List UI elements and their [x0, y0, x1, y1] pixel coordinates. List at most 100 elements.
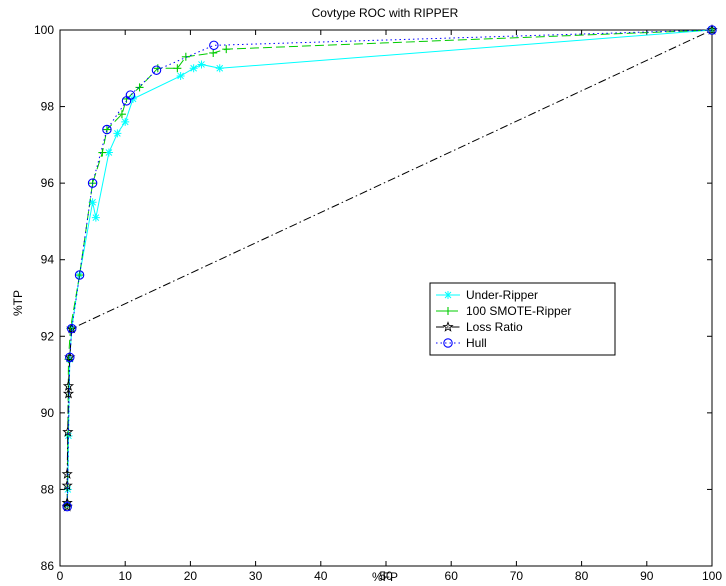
data-point-loss-ratio-shape	[706, 24, 718, 35]
data-point-under-ripper-shape	[91, 213, 100, 222]
data-point-hull-shape	[209, 40, 219, 51]
legend-marker	[443, 338, 453, 348]
data-point-under-ripper	[64, 431, 73, 440]
data-point-loss-ratio	[62, 387, 75, 399]
data-point-hull	[65, 352, 75, 363]
data-point-hull-shape	[66, 323, 77, 334]
data-point-under-ripper-shape	[113, 129, 122, 138]
legend-marker-shape	[442, 321, 454, 332]
data-point-loss-ratio-shape	[62, 387, 75, 399]
series-line-loss-ratio	[66, 29, 713, 507]
data-point-under-ripper	[113, 129, 122, 138]
data-point-loss-ratio-shape	[61, 468, 73, 479]
legend-marker	[444, 291, 452, 299]
data-point-loss-ratio	[61, 468, 73, 479]
data-point-under-ripper-shape	[104, 148, 113, 157]
data-point-hull-shape	[74, 270, 85, 280]
x-tick-label: 80	[575, 569, 589, 583]
y-tick-label: 96	[41, 176, 55, 190]
data-point-100-smote-ripper	[135, 83, 144, 92]
data-point-hull	[707, 25, 717, 35]
data-point-loss-ratio-shape	[62, 380, 75, 391]
data-point-hull-shape	[707, 25, 717, 35]
data-point-under-ripper	[91, 213, 100, 222]
data-point-loss-ratio	[61, 500, 73, 512]
data-point-100-smote-ripper-shape	[102, 125, 111, 134]
data-point-100-smote-ripper	[209, 48, 218, 57]
legend-item-100-smote-ripper: 100 SMOTE-Ripper	[436, 304, 571, 318]
legend-label: Hull	[466, 336, 487, 350]
data-point-hull-shape	[62, 501, 72, 512]
data-point-loss-ratio-shape	[64, 351, 76, 363]
data-point-under-ripper	[215, 64, 224, 73]
legend: Under-Ripper 100 SMOTE-Ripper Loss Ratio Hu…	[429, 282, 616, 356]
x-tick-label: 40	[314, 569, 328, 583]
data-point-loss-ratio-shape	[62, 426, 74, 437]
data-point-under-ripper	[197, 60, 206, 69]
legend-box	[429, 282, 616, 356]
legend-item-hull: Hull	[436, 336, 487, 350]
data-point-hull-shape	[102, 124, 112, 135]
data-point-loss-ratio	[61, 496, 73, 508]
x-tick-label: 100	[702, 569, 722, 583]
data-point-hull	[209, 40, 219, 51]
data-point-under-ripper	[189, 64, 198, 73]
y-tick-label: 100	[34, 23, 54, 37]
x-tick-label: 60	[445, 569, 459, 583]
data-point-loss-ratio	[64, 351, 76, 363]
data-point-100-smote-ripper-shape	[98, 148, 107, 157]
legend-marker-shape	[443, 338, 453, 348]
x-tick-label: 30	[249, 569, 263, 583]
data-point-under-ripper-shape	[63, 485, 72, 494]
data-point-loss-ratio	[706, 24, 718, 35]
series-hull	[62, 25, 717, 512]
data-point-hull	[87, 178, 98, 188]
legend-marker-shape	[444, 307, 452, 315]
data-point-loss-ratio-shape	[61, 500, 73, 512]
data-point-loss-ratio-shape	[61, 496, 73, 508]
data-point-hull-shape	[87, 178, 98, 188]
data-point-hull	[74, 270, 85, 280]
legend-marker	[444, 307, 452, 315]
legend-marker-shape	[444, 291, 452, 299]
legend-label: Under-Ripper	[466, 288, 538, 302]
axis-ticks: 0 10 20 30 40 50 60 70 80 90 100 86 88 90 92 94 96 98 100	[34, 23, 722, 583]
legend-marker	[442, 321, 454, 332]
series-line-100-smote-ripper	[66, 29, 713, 505]
data-point-hull	[151, 65, 162, 75]
data-point-100-smote-ripper-shape	[209, 48, 218, 57]
data-point-hull	[125, 90, 136, 100]
data-point-100-smote-ripper	[173, 64, 182, 73]
x-tick-label: 10	[119, 569, 133, 583]
data-point-loss-ratio	[62, 380, 75, 391]
data-point-under-ripper-shape	[189, 64, 198, 73]
data-point-100-smote-ripper	[102, 125, 111, 134]
y-tick-label: 98	[41, 100, 55, 114]
y-tick-label: 88	[41, 482, 55, 496]
data-point-under-ripper	[63, 485, 72, 494]
data-point-100-smote-ripper-shape	[135, 83, 144, 92]
data-point-hull	[62, 501, 72, 512]
data-point-100-smote-ripper	[181, 52, 190, 61]
data-point-under-ripper-shape	[121, 117, 130, 126]
x-tick-label: 0	[57, 569, 64, 583]
data-point-under-ripper-shape	[176, 71, 185, 80]
data-point-hull	[66, 323, 77, 334]
y-tick-label: 90	[41, 406, 55, 420]
data-point-loss-ratio	[62, 426, 74, 437]
data-point-100-smote-ripper-shape	[222, 45, 231, 54]
data-point-under-ripper-shape	[197, 60, 206, 69]
y-tick-label: 86	[41, 559, 55, 573]
legend-label: Loss Ratio	[466, 320, 523, 334]
data-point-100-smote-ripper-shape	[173, 64, 182, 73]
data-point-hull	[102, 124, 112, 135]
data-point-hull-shape	[65, 352, 75, 363]
x-tick-label: 90	[640, 569, 654, 583]
data-point-under-ripper-shape	[88, 198, 97, 207]
legend-label: 100 SMOTE-Ripper	[466, 304, 571, 318]
legend-item-loss-ratio: Loss Ratio	[436, 320, 523, 334]
x-tick-label: 50	[379, 569, 393, 583]
legend-item-under-ripper: Under-Ripper	[436, 288, 538, 302]
data-point-100-smote-ripper	[117, 110, 126, 119]
